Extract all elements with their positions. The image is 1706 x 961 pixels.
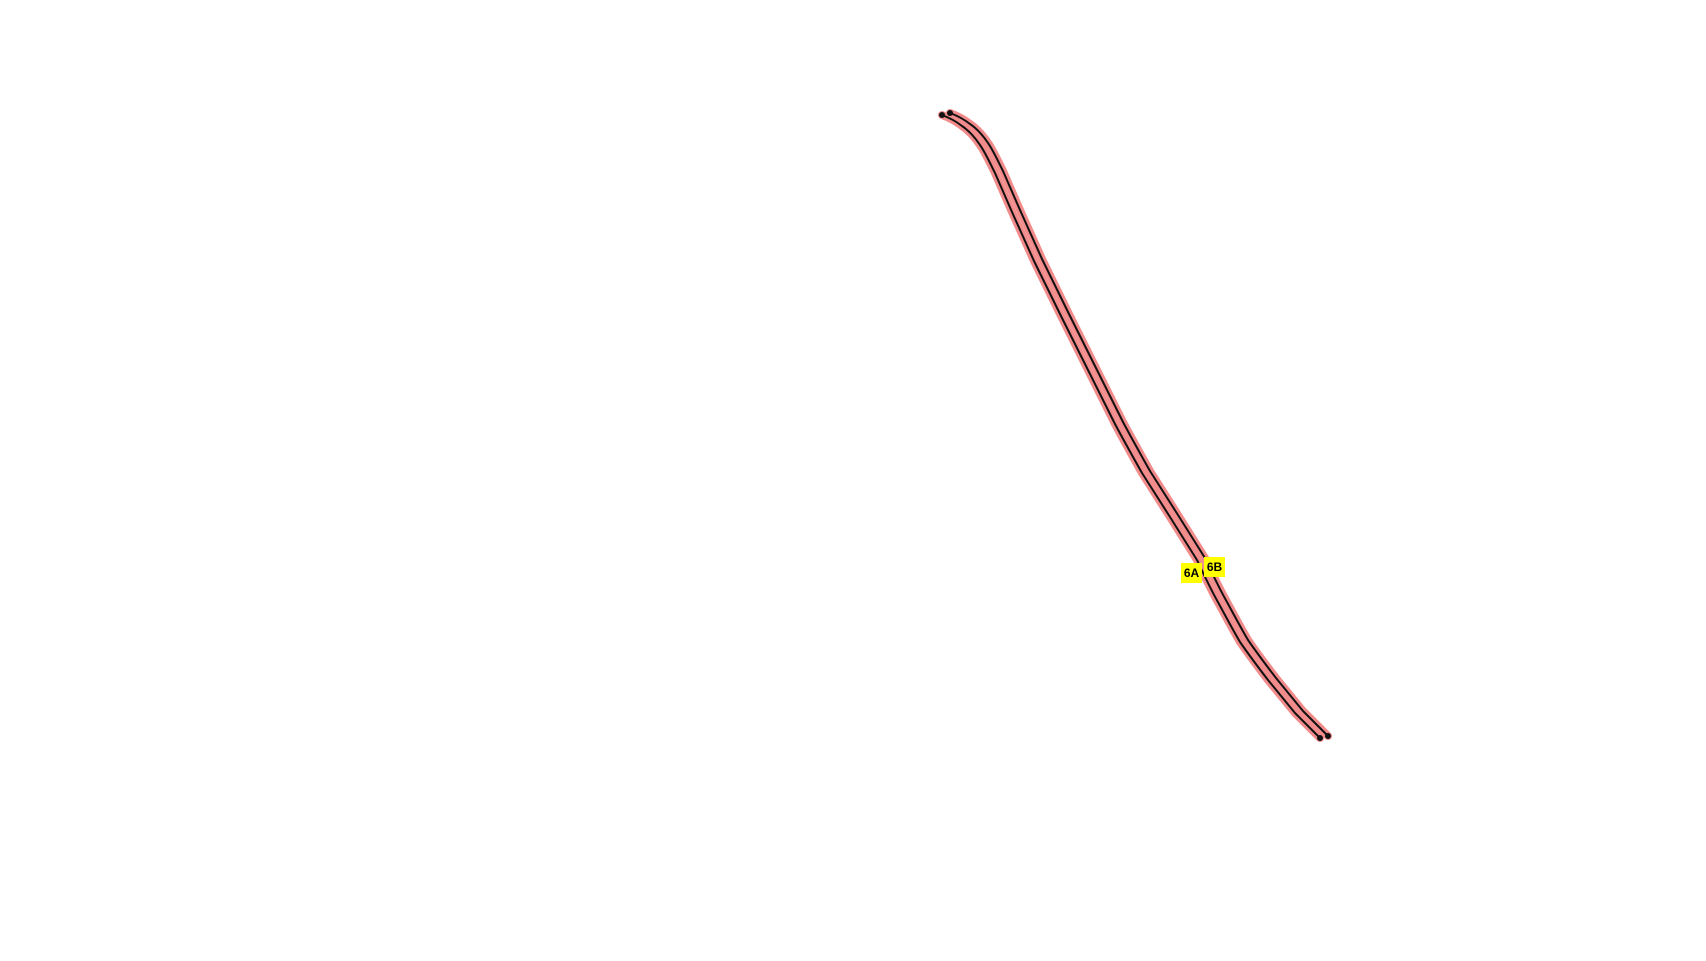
shield-label: 6B bbox=[1207, 560, 1223, 574]
route-6a bbox=[939, 112, 1323, 741]
route-endpoint bbox=[947, 110, 953, 116]
shield-label: 6A bbox=[1184, 566, 1200, 580]
route-shield: 6A bbox=[1181, 563, 1202, 583]
shield-background bbox=[1204, 557, 1225, 577]
shield-background bbox=[1181, 563, 1202, 583]
route-endpoint bbox=[939, 112, 945, 118]
route-6b bbox=[947, 110, 1331, 739]
route-endpoint bbox=[1317, 735, 1323, 741]
route-shield: 6B bbox=[1204, 557, 1225, 577]
route-line bbox=[941, 114, 1321, 739]
route-casing bbox=[942, 115, 1320, 738]
route-endpoint bbox=[1325, 733, 1331, 739]
